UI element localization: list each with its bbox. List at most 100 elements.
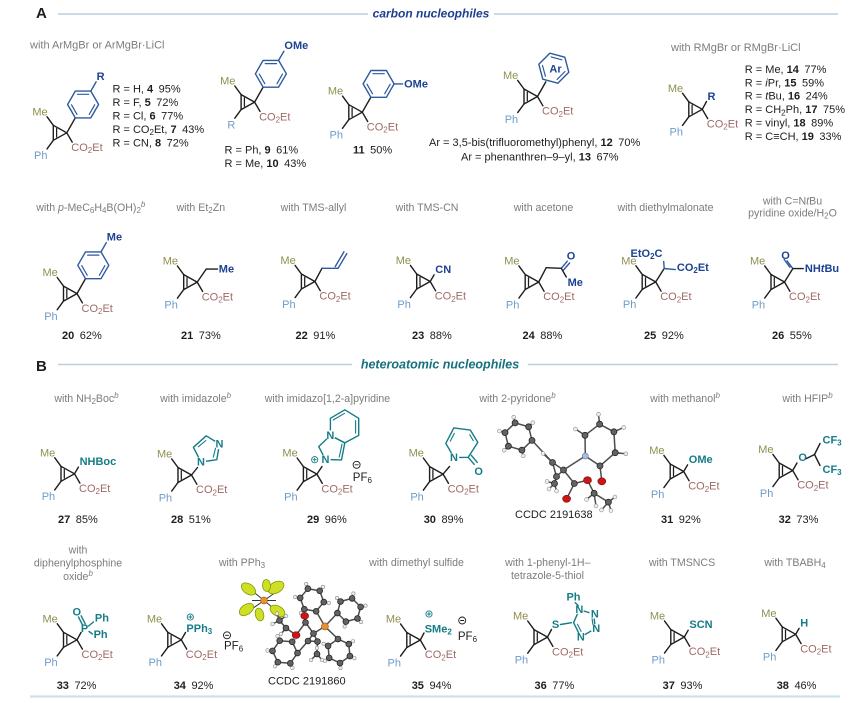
svg-text:Ph: Ph [410, 491, 423, 503]
svg-text:OMe: OMe [689, 454, 713, 466]
svg-text:28 51%: 28 51% [171, 514, 211, 526]
svg-text:Ar: Ar [549, 64, 562, 76]
svg-text:R = Me, 10 43%: R = Me, 10 43% [225, 158, 307, 170]
svg-text:Me: Me [504, 256, 519, 268]
svg-text:R = F, 5 72%: R = F, 5 72% [113, 97, 179, 109]
svg-text:CO2​Et: CO2​Et [789, 291, 820, 304]
svg-text:Me: Me [668, 83, 683, 95]
svg-text:Me: Me [43, 613, 58, 625]
svg-text:PF6​: PF6​ [224, 641, 244, 654]
svg-text:26 55%: 26 55% [772, 330, 812, 342]
svg-text:NHtBu: NHtBu [805, 263, 839, 275]
svg-text:CO2​Et: CO2​Et [707, 119, 738, 132]
svg-text:Ph: Ph [284, 491, 297, 503]
svg-text:Ph: Ph [34, 150, 47, 162]
svg-text:N: N [592, 623, 600, 635]
svg-text:CO2​Et: CO2​Et [259, 111, 290, 124]
svg-text:with: with [68, 545, 88, 557]
svg-text:with dimethyl sulfide: with dimethyl sulfide [368, 557, 464, 569]
svg-text:CO2​Et: CO2​Et [425, 649, 456, 662]
svg-text:N: N [197, 457, 205, 469]
svg-text:Me: Me [220, 76, 235, 88]
svg-text:Ph: Ph [752, 299, 765, 311]
svg-text:Ph: Ph [506, 299, 519, 311]
svg-text:O: O [72, 607, 81, 619]
svg-text:34 92%: 34 92% [174, 680, 214, 692]
svg-text:Ph: Ph [623, 299, 636, 311]
svg-text:O: O [474, 466, 483, 478]
svg-text:CO2​Et: CO2​Et [542, 106, 573, 119]
svg-text:CO2​Et: CO2​Et [800, 644, 831, 657]
svg-text:R = Cl, 6 77%: R = Cl, 6 77% [113, 111, 184, 123]
svg-text:SCN: SCN [689, 619, 712, 631]
svg-text:R = CN, 8 72%: R = CN, 8 72% [113, 138, 189, 150]
svg-text:R: R [227, 119, 235, 131]
svg-text:with PPh3​: with PPh3​ [218, 557, 266, 570]
svg-text:CO2​Et: CO2​Et [552, 646, 583, 659]
svg-text:Ph: Ph [159, 492, 172, 504]
svg-text:Ph: Ph [149, 657, 162, 669]
svg-text:PPh3​: PPh3​ [186, 623, 212, 636]
svg-text:Me: Me [32, 106, 47, 118]
svg-text:Ph: Ph [95, 613, 109, 625]
svg-text:CO2​Et: CO2​Et [689, 646, 720, 659]
svg-text:Ph: Ph [44, 311, 57, 323]
svg-text:Me: Me [157, 449, 172, 461]
svg-text:Me: Me [758, 444, 773, 456]
svg-text:Me: Me [147, 613, 162, 625]
svg-text:Ar = phenanthren–9–yl, 13 67%: Ar = phenanthren–9–yl, 13 67% [461, 151, 619, 163]
svg-text:Ph: Ph [505, 114, 518, 126]
svg-text:R = CO2​Et, 7 43%: R = CO2​Et, 7 43% [113, 124, 205, 137]
svg-text:R = tBu, 16 24%: R = tBu, 16 24% [745, 91, 828, 103]
svg-text:30 89%: 30 89% [424, 514, 464, 526]
svg-text:pyridine oxide/H2​O: pyridine oxide/H2​O [748, 208, 837, 221]
svg-text:CO2​Et: CO2​Et [660, 291, 691, 304]
svg-text:Ph: Ph [651, 489, 664, 501]
svg-text:O: O [798, 452, 807, 464]
svg-text:with ArMgBr or ArMgBr·LiCl: with ArMgBr or ArMgBr·LiCl [29, 40, 164, 52]
svg-text:R = CH2​Ph, 17 75%: R = CH2​Ph, 17 75% [745, 104, 845, 117]
svg-text:PF6​: PF6​ [353, 472, 373, 485]
svg-text:carbon nucleophiles: carbon nucleophiles [373, 7, 490, 21]
svg-text:diphenylphosphine: diphenylphosphine [34, 558, 122, 570]
svg-text:Me: Me [503, 70, 518, 82]
svg-text:OMe: OMe [404, 78, 428, 90]
svg-text:Me: Me [396, 255, 411, 267]
svg-text:CO2​Et: CO2​Et [367, 121, 398, 134]
svg-text:Ph: Ph [94, 629, 108, 641]
svg-text:CN: CN [435, 264, 451, 276]
svg-text:37 93%: 37 93% [663, 680, 703, 692]
svg-text:CO2​Et: CO2​Et [677, 262, 709, 275]
svg-text:with 2-pyridoneb​: with 2-pyridoneb​ [478, 391, 556, 405]
svg-text:with C=NtBu: with C=NtBu [762, 196, 822, 208]
svg-text:with TMS-allyl: with TMS-allyl [280, 202, 347, 214]
svg-text:P: P [81, 623, 88, 635]
svg-text:OMe: OMe [284, 40, 308, 52]
svg-text:Me: Me [621, 255, 636, 267]
svg-text:B: B [36, 358, 47, 375]
svg-text:23 88%: 23 88% [412, 330, 452, 342]
svg-text:11 50%: 11 50% [353, 145, 392, 157]
svg-text:SMe2​: SMe2​ [425, 624, 453, 637]
svg-text:Me: Me [650, 611, 665, 623]
svg-text:CO2​Et: CO2​Et [448, 483, 479, 496]
svg-text:R: R [708, 91, 716, 103]
svg-text:S: S [552, 619, 559, 631]
svg-text:Ph: Ph [388, 657, 401, 669]
svg-text:Me: Me [43, 267, 58, 279]
svg-text:H: H [800, 617, 808, 629]
svg-text:CO2​Et: CO2​Et [196, 484, 227, 497]
svg-text:with p-MeC6​H4​B(OH)2​b​: with p-MeC6​H4​B(OH)2​b​ [35, 200, 146, 215]
svg-text:Ph: Ph [330, 130, 343, 142]
svg-text:CO2​Et: CO2​Et [797, 480, 828, 493]
svg-text:Me: Me [750, 256, 765, 268]
svg-text:with NH2​Bocb​: with NH2​Bocb​ [53, 391, 119, 406]
svg-text:Ph: Ph [282, 299, 295, 311]
svg-text:with HFIPb​: with HFIPb​ [781, 391, 833, 405]
svg-text:Ph: Ph [42, 491, 55, 503]
svg-text:CCDC 2191638: CCDC 2191638 [515, 509, 593, 521]
svg-text:Me: Me [386, 614, 401, 626]
svg-text:Me: Me [219, 264, 234, 276]
svg-text:CO2​Et: CO2​Et [319, 291, 350, 304]
svg-text:Ph: Ph [164, 299, 177, 311]
